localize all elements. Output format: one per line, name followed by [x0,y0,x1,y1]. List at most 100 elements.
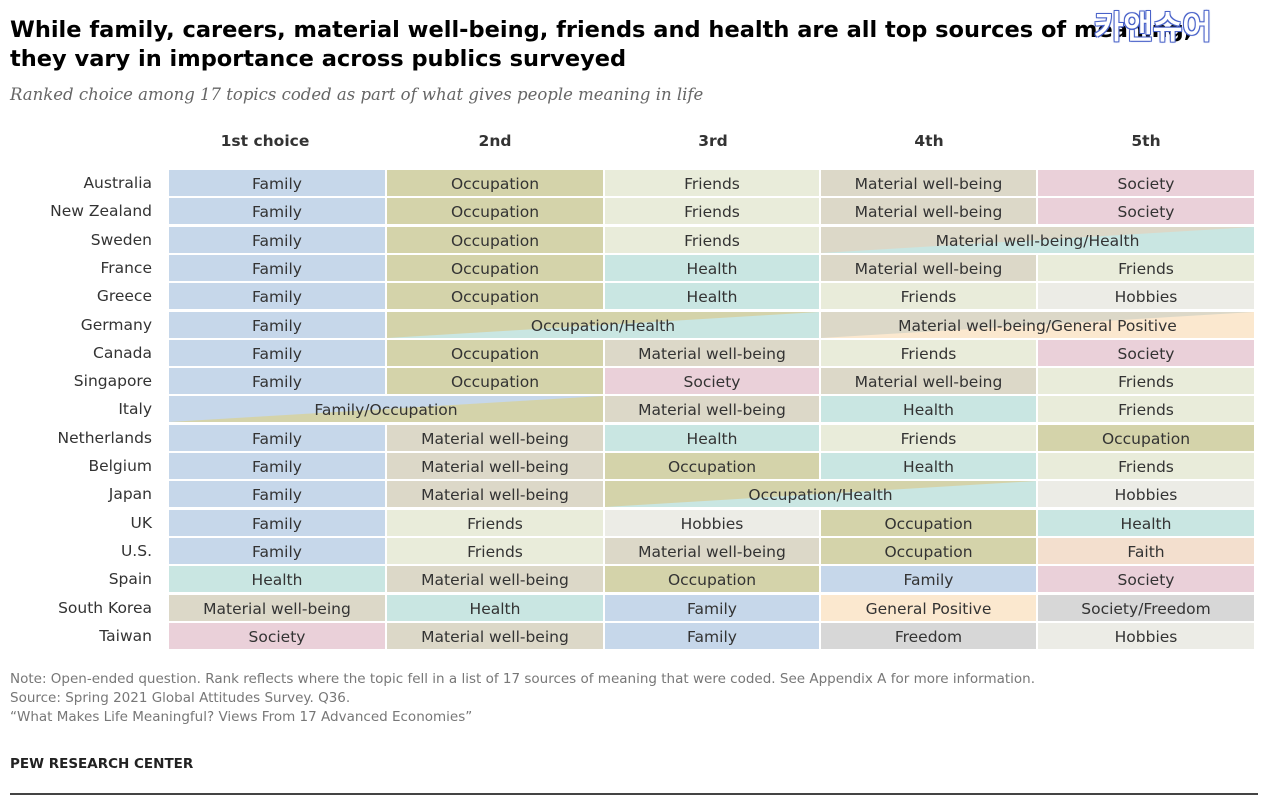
table-cell: Material well-being [386,565,604,594]
table-cell: Health [604,253,820,282]
column-header: 4th [914,132,944,150]
country-label: Canada [93,343,152,362]
table-cell: Health [386,593,604,622]
table-cell: Material well-being [168,593,386,622]
table-cell: Material well-being/Health [820,225,1255,254]
table-cell: Friends [1037,367,1255,396]
table-cell: Family [168,310,386,339]
table-cell: Family [168,197,386,226]
country-label: Netherlands [57,428,152,447]
table-cell: Society [1037,197,1255,226]
country-label: France [100,258,152,277]
table-cell: Material well-being [386,452,604,480]
table-cell: Material well-being [820,253,1037,282]
table-cell: Friends [386,536,604,565]
table-cell: Occupation/Health [386,310,820,339]
table-cell: Family [604,621,820,650]
table-cell: Material well-being/General Positive [820,310,1255,339]
table-cell: Society [168,621,386,650]
table-cell: Occupation [604,565,820,594]
bottom-rule [10,793,1258,795]
column-header: 1st choice [220,132,310,150]
table-cell: Friends [604,197,820,226]
table-cell: Material well-being [820,169,1037,197]
column-header: 5th [1131,132,1161,150]
table-cell: Occupation [1037,423,1255,452]
table-cell: Family [604,593,820,622]
table-cell: Family [168,225,386,254]
table-cell: Friends [820,423,1037,452]
table-cell: Society [604,367,820,396]
column-header: 2nd [478,132,512,150]
table-cell: Occupation/Health [604,480,1037,509]
table-cell: General Positive [820,593,1037,622]
table-cell: Health [1037,508,1255,537]
country-label: Sweden [90,230,152,249]
table-cell: Family [168,480,386,509]
table-cell: Friends [1037,452,1255,480]
table-cell: Friends [820,338,1037,367]
table-cell: Family [168,508,386,537]
table-cell: Hobbies [1037,282,1255,311]
table-cell: Family [168,423,386,452]
table-cell: Family [168,536,386,565]
table-cell: Friends [386,508,604,537]
table-cell: Family [820,565,1037,594]
country-label: Italy [118,400,152,419]
table-cell: Family [168,253,386,282]
country-label: Belgium [88,457,152,475]
table-cell: Family [168,169,386,197]
country-label: Germany [80,315,152,334]
table-cell: Friends [604,225,820,254]
table-cell: Family [168,338,386,367]
table-cell: Society [1037,169,1255,197]
table-cell: Health [604,282,820,311]
table-cell: Health [168,565,386,594]
table-cell: Occupation [386,169,604,197]
country-label: Spain [108,570,152,589]
table-cell: Occupation [386,197,604,226]
chart-title: While family, careers, material well-bei… [10,17,1193,72]
country-label: New Zealand [50,202,152,221]
country-label: UK [130,513,152,532]
table-cell: Occupation [604,452,820,480]
table-cell: Friends [1037,395,1255,424]
table-cell: Family/Occupation [168,395,604,424]
table-cell: Material well-being [386,480,604,509]
table-cell: Material well-being [820,367,1037,396]
table-cell: Material well-being [604,395,820,424]
country-label: Singapore [73,372,152,391]
table-cell: Family [168,367,386,396]
table-cell: Material well-being [386,621,604,650]
chart-subtitle: Ranked choice among 17 topics coded as p… [10,85,704,104]
table-cell: Society/Freedom [1037,593,1255,622]
table-cell: Society [1037,338,1255,367]
country-label: Japan [108,485,152,504]
table-cell: Family [168,282,386,311]
table-cell: Occupation [386,338,604,367]
table-cell: Family [168,452,386,480]
table-cell: Health [820,452,1037,480]
country-label: Australia [83,174,152,192]
table-cell: Hobbies [604,508,820,537]
country-label: U.S. [120,541,152,560]
brand-label: PEW RESEARCH CENTER [10,756,194,772]
table-cell: Hobbies [1037,621,1255,650]
notes-block: Note: Open-ended question. Rank reflects… [10,670,1250,727]
country-label: South Korea [58,598,152,617]
table-cell: Society [1037,565,1255,594]
watermark-logo: 카앤슈어 [1094,8,1212,46]
table-cell: Material well-being [820,197,1037,226]
table-cell: Material well-being [604,536,820,565]
source-text: Source: Spring 2021 Global Attitudes Sur… [10,690,351,706]
table-cell: Faith [1037,536,1255,565]
table-cell: Health [820,395,1037,424]
table-cell: Occupation [386,367,604,396]
table-cell: Occupation [386,282,604,311]
table-cell: Friends [604,169,820,197]
table-cell: Material well-being [386,423,604,452]
note-text: Note: Open-ended question. Rank reflects… [10,671,1036,687]
country-label: Greece [96,287,152,306]
table-cell: Hobbies [1037,480,1255,509]
table-cell: Occupation [820,508,1037,537]
